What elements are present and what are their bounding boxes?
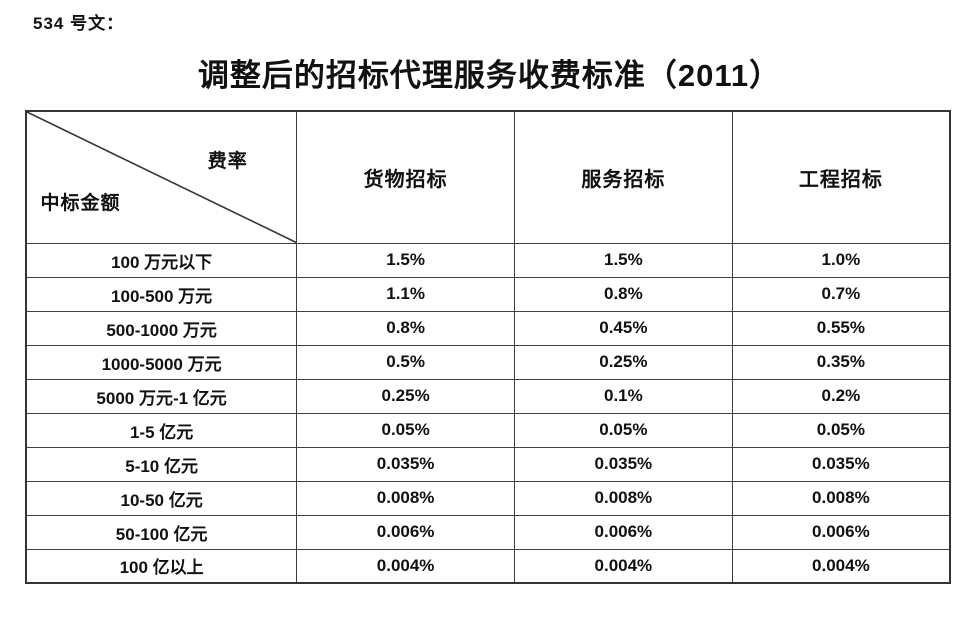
table-header: 费率 中标金额 货物招标 服务招标 工程招标 (25, 110, 951, 244)
table-row: 1000-5000 万元 0.5% 0.25% 0.35% (25, 344, 951, 380)
row-label-cell: 100 亿以上 (25, 548, 298, 584)
rate-cell: 1.0% (731, 242, 951, 278)
rate-cell: 0.008% (731, 480, 951, 516)
rate-cell: 0.7% (731, 276, 951, 312)
rate-cell: 0.1% (513, 378, 733, 414)
rate-cell: 0.05% (731, 412, 951, 448)
table-row: 100-500 万元 1.1% 0.8% 0.7% (25, 276, 951, 312)
rate-cell: 0.004% (731, 548, 951, 584)
rate-cell: 0.035% (731, 446, 951, 482)
table-row: 100 万元以下 1.5% 1.5% 1.0% (25, 242, 951, 278)
row-label-cell: 5-10 亿元 (25, 446, 298, 482)
page-title: 调整后的招标代理服务收费标准（2011） (197, 58, 782, 93)
row-label-cell: 10-50 亿元 (25, 480, 298, 516)
corner-label-amount: 中标金额 (40, 193, 121, 215)
table-row: 10-50 亿元 0.008% 0.008% 0.008% (25, 480, 951, 516)
rate-cell: 0.008% (513, 480, 733, 516)
table-row: 100 亿以上 0.004% 0.004% 0.004% (25, 548, 951, 584)
table-row: 500-1000 万元 0.8% 0.45% 0.55% (25, 310, 951, 346)
table-corner-cell: 费率 中标金额 (25, 110, 298, 244)
rate-cell: 0.006% (731, 514, 951, 550)
rate-cell: 1.1% (296, 276, 515, 312)
row-label-cell: 500-1000 万元 (25, 310, 298, 346)
row-label-cell: 1-5 亿元 (25, 412, 298, 448)
rate-cell: 1.5% (513, 242, 733, 278)
table-row: 5-10 亿元 0.035% 0.035% 0.035% (25, 446, 951, 482)
table-row: 50-100 亿元 0.006% 0.006% 0.006% (25, 514, 951, 550)
rate-cell: 0.55% (731, 310, 951, 346)
doc-number: 534 号文： (33, 14, 125, 33)
rate-cell: 0.035% (513, 446, 733, 482)
rate-cell: 0.004% (296, 548, 515, 584)
rate-cell: 0.2% (731, 378, 951, 414)
header-row: 费率 中标金额 货物招标 服务招标 工程招标 (25, 110, 951, 244)
column-header-engineering: 工程招标 (731, 110, 951, 244)
rate-cell: 0.45% (513, 310, 733, 346)
row-label-cell: 50-100 亿元 (25, 514, 298, 550)
column-header-services: 服务招标 (513, 110, 733, 244)
rate-cell: 0.35% (731, 344, 951, 380)
rate-cell: 0.004% (513, 548, 733, 584)
rate-cell: 0.008% (296, 480, 515, 516)
row-label-cell: 100-500 万元 (25, 276, 298, 312)
rate-cell: 0.8% (296, 310, 515, 346)
row-label-cell: 100 万元以下 (25, 242, 298, 278)
rate-cell: 1.5% (296, 242, 515, 278)
rate-cell: 0.05% (296, 412, 515, 448)
row-label-cell: 1000-5000 万元 (25, 344, 298, 380)
rate-cell: 0.5% (296, 344, 515, 380)
rate-cell: 0.006% (296, 514, 515, 550)
table-body: 100 万元以下 1.5% 1.5% 1.0% 100-500 万元 1.1% 0.8% 0.… (25, 242, 951, 584)
column-header-goods: 货物招标 (296, 110, 515, 244)
rate-cell: 0.25% (513, 344, 733, 380)
table-row: 1-5 亿元 0.05% 0.05% 0.05% (25, 412, 951, 448)
corner-label-rate: 费率 (207, 150, 248, 172)
rate-cell: 0.035% (296, 446, 515, 482)
row-label-cell: 5000 万元-1 亿元 (25, 378, 298, 414)
table-row: 5000 万元-1 亿元 0.25% 0.1% 0.2% (25, 378, 951, 414)
rate-cell: 0.8% (513, 276, 733, 312)
fee-table: 费率 中标金额 货物招标 服务招标 工程招标 100 万元以下 1.5% 1.5% 1… (25, 110, 951, 584)
rate-cell: 0.006% (513, 514, 733, 550)
rate-cell: 0.25% (296, 378, 515, 414)
diagonal-line (27, 112, 296, 243)
rate-cell: 0.05% (513, 412, 733, 448)
